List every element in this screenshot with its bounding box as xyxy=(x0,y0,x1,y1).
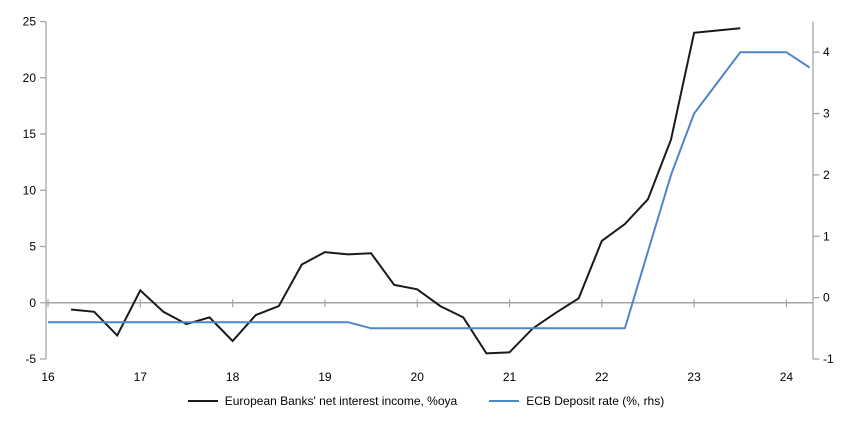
right-axis-tick-label: -1 xyxy=(823,352,834,366)
right-axis-tick-label: 1 xyxy=(823,229,830,243)
nii-series-line xyxy=(71,27,741,355)
ecb-series-line xyxy=(48,51,811,330)
right-axis-tick-label: 4 xyxy=(823,45,830,59)
x-axis-tick-label: 23 xyxy=(687,370,701,384)
right-axis-tick-label: 3 xyxy=(823,107,830,121)
left-axis-tick-label: 10 xyxy=(23,183,37,197)
legend-item-net-interest-income: European Banks' net interest income, %oy… xyxy=(187,394,458,408)
x-axis-tick-label: 19 xyxy=(318,370,332,384)
legend-label-net-interest-income: European Banks' net interest income, %oy… xyxy=(224,394,458,408)
x-axis-tick-label: 21 xyxy=(503,370,517,384)
left-axis-tick-label: -5 xyxy=(25,352,36,366)
right-axis-tick-label: 0 xyxy=(823,291,830,305)
ecb-line-swatch xyxy=(489,400,520,402)
left-axis-tick-label: 25 xyxy=(23,15,37,29)
x-axis-tick-label: 20 xyxy=(411,370,425,384)
legend-label-ecb-deposit-rate: ECB Deposit rate (%, rhs) xyxy=(526,394,665,408)
x-axis-tick-label: 16 xyxy=(41,370,55,384)
x-axis-tick-label: 24 xyxy=(780,370,794,384)
left-axis-tick-label: 15 xyxy=(23,127,37,141)
left-axis-tick-label: 0 xyxy=(29,296,36,310)
legend: European Banks' net interest income, %oy… xyxy=(0,394,852,408)
left-axis-tick-label: 20 xyxy=(23,71,37,85)
left-axis-tick-label: 5 xyxy=(29,240,36,254)
right-axis-tick-label: 2 xyxy=(823,168,830,182)
x-axis-tick-label: 22 xyxy=(595,370,609,384)
legend-item-ecb-deposit-rate: ECB Deposit rate (%, rhs) xyxy=(489,394,664,408)
x-axis-tick-label: 18 xyxy=(226,370,240,384)
nii-line-swatch xyxy=(187,400,218,402)
x-axis-tick-label: 17 xyxy=(134,370,148,384)
